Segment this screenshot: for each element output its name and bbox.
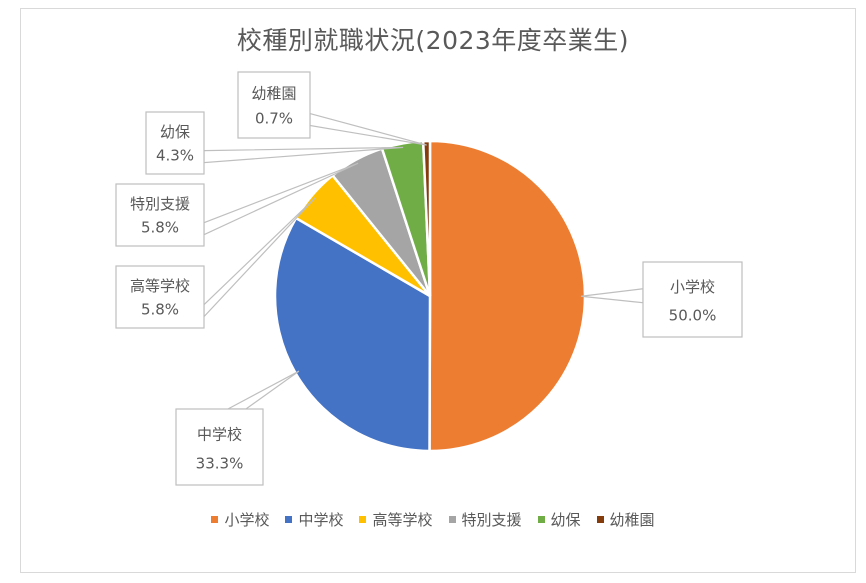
data-label-category-5: 幼保 [160, 123, 190, 141]
data-label-value-1: 50.0% [669, 307, 717, 325]
chart-title: 校種別就職状況(2023年度卒業生) [236, 26, 630, 55]
legend-swatch-3 [359, 516, 367, 523]
data-label-value-6: 0.7% [255, 109, 293, 127]
legend-label-4: 特別支援 [461, 511, 522, 529]
data-label-category-6: 幼稚園 [251, 84, 296, 102]
pie-slice-1 [428, 139, 587, 453]
legend-item-5: 幼保 [537, 509, 581, 530]
legend-item-6: 幼稚園 [596, 509, 655, 530]
legend-swatch-5 [537, 516, 545, 523]
pie-slice-6 [421, 139, 432, 297]
callout-box-2 [175, 408, 264, 486]
data-label-value-2: 33.3% [196, 454, 244, 472]
pie-callouts: 小学校 50.0% 中学校 33.3% 高等学校 5.8% 特別支援 5.8% 幼保 4.3% 幼稚… [115, 71, 743, 486]
data-label-category-4: 特別支援 [130, 195, 190, 213]
data-label-value-3: 5.8% [141, 300, 179, 318]
pie-slices [273, 139, 587, 453]
callout-box-6 [237, 71, 311, 139]
legend-item-3: 高等学校 [359, 509, 433, 530]
legend-item-4: 特別支援 [448, 509, 522, 530]
legend-swatch-2 [285, 516, 293, 523]
legend-label-6: 幼稚園 [609, 511, 655, 529]
callout-box-4 [115, 183, 205, 247]
legend-item-2: 中学校 [285, 509, 343, 530]
legend-label-2: 中学校 [298, 511, 344, 529]
data-label-category-2: 中学校 [197, 425, 242, 443]
legend-swatch-6 [596, 516, 604, 523]
callout-box-5 [145, 111, 205, 175]
callout-box-3 [115, 265, 205, 329]
legend: 小学校 中学校 高等学校 特別支援 幼保 幼稚園 [0, 509, 866, 530]
data-label-category-3: 高等学校 [130, 277, 190, 295]
data-label-category-1: 小学校 [670, 278, 715, 296]
data-label-value-5: 4.3% [156, 146, 194, 164]
data-label-value-4: 5.8% [141, 218, 179, 236]
legend-item-1: 小学校 [211, 509, 269, 530]
legend-label-1: 小学校 [224, 511, 270, 529]
legend-swatch-4 [448, 516, 456, 523]
callout-leader-2 [227, 370, 300, 410]
callout-leader-6 [309, 112, 427, 146]
legend-label-5: 幼保 [550, 511, 581, 529]
legend-label-3: 高等学校 [372, 511, 433, 529]
callout-leader-1 [580, 288, 644, 304]
legend-swatch-1 [211, 516, 219, 523]
callout-box-1 [642, 261, 743, 338]
